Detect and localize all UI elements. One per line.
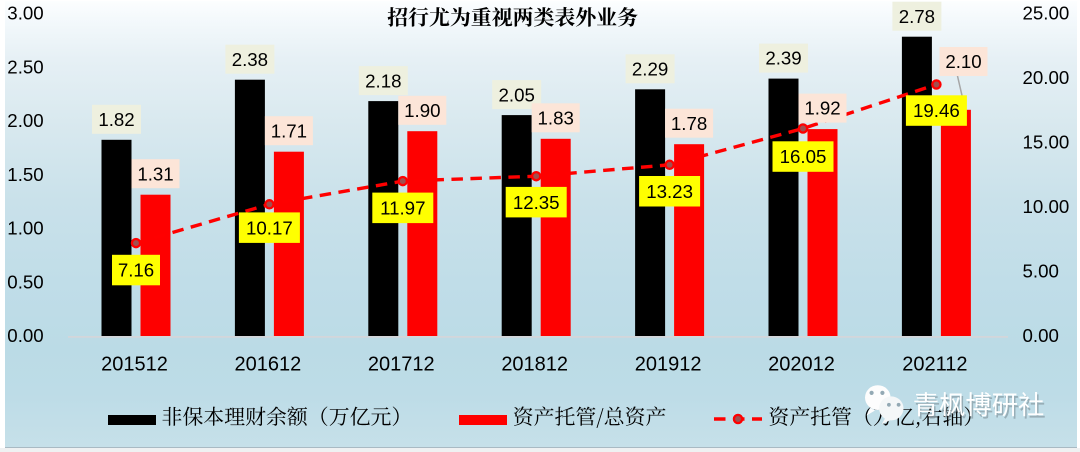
svg-text:16.05: 16.05 bbox=[780, 146, 827, 167]
svg-text:201512: 201512 bbox=[101, 354, 168, 376]
svg-text:2.50: 2.50 bbox=[7, 56, 43, 77]
svg-text:201812: 201812 bbox=[501, 354, 568, 376]
svg-text:2.38: 2.38 bbox=[232, 49, 268, 70]
svg-text:2.10: 2.10 bbox=[945, 51, 981, 72]
svg-text:1.31: 1.31 bbox=[137, 163, 173, 184]
svg-text:15.00: 15.00 bbox=[1023, 132, 1070, 153]
svg-text:10.17: 10.17 bbox=[246, 217, 293, 238]
svg-text:1.82: 1.82 bbox=[98, 109, 134, 130]
svg-text:5.00: 5.00 bbox=[1023, 261, 1059, 282]
svg-text:3.00: 3.00 bbox=[7, 3, 43, 24]
svg-text:201912: 201912 bbox=[635, 354, 702, 376]
svg-text:25.00: 25.00 bbox=[1023, 3, 1070, 24]
svg-text:1.83: 1.83 bbox=[538, 107, 574, 128]
svg-text:2.78: 2.78 bbox=[899, 6, 935, 27]
svg-text:2.29: 2.29 bbox=[632, 59, 668, 80]
svg-text:20.00: 20.00 bbox=[1023, 67, 1070, 88]
svg-text:2.05: 2.05 bbox=[499, 84, 535, 105]
svg-text:13.23: 13.23 bbox=[646, 181, 693, 202]
svg-text:202012: 202012 bbox=[768, 354, 835, 376]
svg-text:201712: 201712 bbox=[368, 354, 435, 376]
svg-text:1.71: 1.71 bbox=[271, 120, 307, 141]
svg-text:201612: 201612 bbox=[235, 354, 302, 376]
svg-text:7.16: 7.16 bbox=[118, 260, 154, 281]
svg-text:0.50: 0.50 bbox=[7, 271, 43, 292]
svg-text:1.78: 1.78 bbox=[671, 113, 707, 134]
svg-text:11.97: 11.97 bbox=[380, 198, 425, 219]
svg-text:10.00: 10.00 bbox=[1023, 196, 1070, 217]
svg-text:2.00: 2.00 bbox=[7, 110, 43, 131]
svg-text:19.46: 19.46 bbox=[913, 100, 960, 121]
svg-text:0.00: 0.00 bbox=[7, 325, 43, 346]
svg-text:1.00: 1.00 bbox=[7, 218, 43, 239]
svg-text:1.90: 1.90 bbox=[404, 100, 440, 121]
svg-text:1.50: 1.50 bbox=[7, 164, 43, 185]
svg-text:1.92: 1.92 bbox=[804, 98, 840, 119]
svg-text:202112: 202112 bbox=[902, 354, 967, 376]
svg-text:0.00: 0.00 bbox=[1023, 325, 1059, 346]
svg-text:12.35: 12.35 bbox=[513, 192, 560, 213]
svg-text:2.39: 2.39 bbox=[765, 48, 801, 69]
svg-text:2.18: 2.18 bbox=[365, 70, 401, 91]
